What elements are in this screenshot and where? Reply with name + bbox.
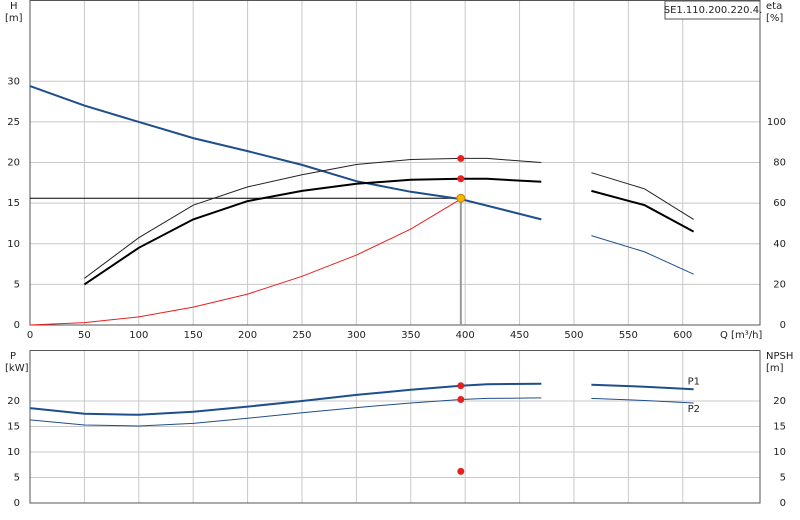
- y2-tick-label: 15: [773, 422, 786, 433]
- y-tick-label: 15: [7, 198, 20, 209]
- series-label: P1: [688, 376, 700, 387]
- y2-tick-label: 40: [773, 239, 786, 250]
- y2-tick-label: 60: [773, 198, 786, 209]
- x-tick-label: 400: [456, 330, 475, 341]
- y-tick-label: 25: [7, 117, 20, 128]
- y-tick-label: 10: [7, 447, 20, 458]
- y-tick-label: 30: [7, 76, 20, 87]
- y-tick-label: 5: [14, 279, 20, 290]
- label-box: [664, 0, 761, 20]
- y2-tick-label: 20: [773, 396, 786, 407]
- series-label: P2: [688, 404, 700, 415]
- x-tick-label: 450: [510, 330, 529, 341]
- y-axis-unit: [kW]: [5, 363, 29, 374]
- x-tick-label: 100: [129, 330, 148, 341]
- y2-tick-label: 20: [773, 279, 786, 290]
- y2-tick-label: 0: [780, 498, 786, 509]
- series-line: [29, 85, 542, 221]
- x-tick-label: 150: [184, 330, 203, 341]
- operating-marker: [457, 395, 465, 403]
- series-line: [29, 382, 694, 416]
- series-line: [591, 235, 694, 275]
- y-tick-label: 15: [7, 422, 20, 433]
- y2-tick-label: 100: [767, 117, 786, 128]
- x-tick-label: 50: [78, 330, 91, 341]
- series-line: [29, 198, 462, 326]
- series-line: [29, 397, 694, 427]
- y-tick-label: 10: [7, 239, 20, 250]
- x-tick-label: 0: [27, 330, 33, 341]
- duty-marker: [456, 193, 466, 203]
- x-tick-label: 600: [673, 330, 692, 341]
- y-tick-label: 0: [14, 320, 20, 331]
- y2-axis-label: eta: [766, 1, 782, 12]
- y2-axis-label: NPSH: [766, 351, 793, 362]
- y2-axis-unit: [m]: [766, 363, 784, 374]
- y-axis-label: H: [10, 1, 18, 12]
- y2-axis-unit: [%]: [766, 13, 783, 24]
- x-tick-label: 300: [347, 330, 366, 341]
- y2-tick-label: 10: [773, 447, 786, 458]
- series-line: [83, 177, 695, 286]
- x-axis-label: Q [m³/h]: [720, 330, 762, 341]
- operating-marker: [457, 154, 465, 162]
- series-line: [84, 157, 694, 279]
- label-box-text: SE1.110.200.220.4.: [664, 5, 763, 16]
- y-axis-unit: [m]: [5, 13, 23, 24]
- y-tick-label: 20: [7, 158, 20, 169]
- operating-marker: [457, 467, 465, 475]
- operating-marker: [457, 382, 465, 390]
- y-tick-label: 5: [14, 473, 20, 484]
- plot-frame: [29, 350, 761, 504]
- x-tick-label: 350: [401, 330, 420, 341]
- x-tick-label: 550: [619, 330, 638, 341]
- x-tick-label: 500: [564, 330, 583, 341]
- y-tick-label: 0: [14, 498, 20, 509]
- operating-marker: [457, 175, 465, 183]
- x-tick-label: 250: [292, 330, 311, 341]
- y2-tick-label: 80: [773, 158, 786, 169]
- y-tick-label: 20: [7, 396, 20, 407]
- plot-frame: [29, 0, 761, 326]
- x-tick-label: 200: [238, 330, 257, 341]
- y2-tick-label: 0: [780, 320, 786, 331]
- y2-tick-label: 5: [780, 473, 786, 484]
- y-axis-label: P: [10, 351, 16, 362]
